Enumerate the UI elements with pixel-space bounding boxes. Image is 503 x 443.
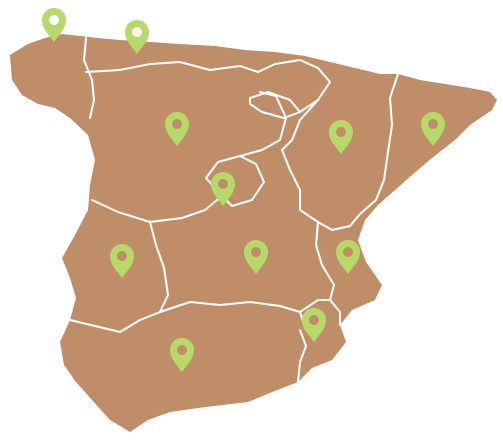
map-pin-icon[interactable] (244, 240, 268, 274)
map-pin-icon[interactable] (421, 112, 445, 146)
map-pin-dot (343, 247, 353, 257)
map-pin-icon[interactable] (165, 112, 189, 146)
map-pin-dot (428, 119, 438, 129)
border-murcia-west (297, 329, 307, 383)
border-aragon-west (281, 99, 319, 211)
map-pin-icon[interactable] (329, 120, 353, 154)
border-navarra (299, 59, 331, 113)
border-aragon-east (359, 73, 399, 215)
map-pin-dot (132, 27, 142, 37)
spain-landmass (10, 34, 497, 432)
region-borders (69, 37, 399, 383)
border-castilla-la-mancha-east (299, 209, 361, 231)
map-pin-dot (177, 345, 187, 355)
map-pin-dot (251, 247, 261, 257)
map-pin-icon[interactable] (336, 240, 360, 274)
map-pin-icon[interactable] (42, 8, 66, 42)
map-pin-dot (49, 15, 59, 25)
border-murcia (299, 299, 341, 326)
border-extremadura-east (149, 221, 169, 313)
map-pin-dot (172, 119, 182, 129)
map-pin-icon[interactable] (125, 20, 149, 54)
map-pin-icon[interactable] (170, 338, 194, 372)
border-la-rioja (249, 91, 301, 119)
map-pin-icon[interactable] (110, 244, 134, 278)
map-pin-icon[interactable] (211, 172, 235, 206)
map-pin-icon[interactable] (302, 308, 326, 342)
map-markers (42, 8, 445, 372)
border-galicia (83, 37, 95, 119)
map-pin-dot (309, 315, 319, 325)
map-pin-dot (218, 179, 228, 189)
border-madrid (205, 155, 265, 207)
border-andalusia-north (69, 301, 307, 333)
map-pin-dot (336, 127, 346, 137)
border-north-coast (85, 59, 301, 73)
map-pin-dot (117, 251, 127, 261)
border-castilla-leon-south (91, 195, 223, 223)
border-castilla-leon-east (239, 91, 287, 157)
border-valencia-south (315, 221, 335, 301)
